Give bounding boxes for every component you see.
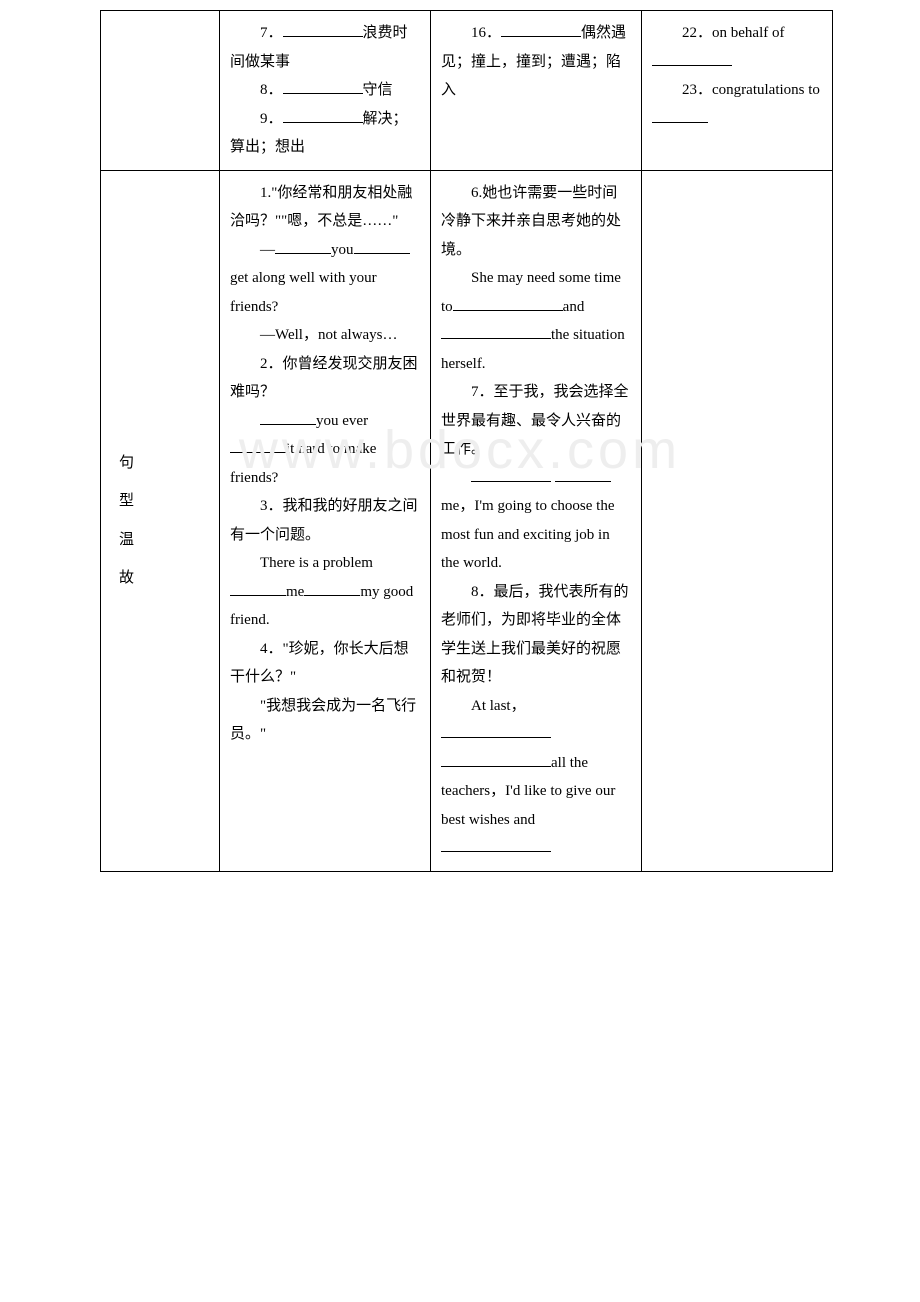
num: 16． xyxy=(471,25,501,41)
num: 7． xyxy=(260,25,283,41)
label-char: 故 xyxy=(119,564,209,593)
blank xyxy=(471,467,551,482)
num: 9． xyxy=(260,111,283,127)
sentence-2-en: you everit hard to make friends? xyxy=(230,407,420,493)
blank xyxy=(652,108,708,123)
label-char: 温 xyxy=(119,526,209,555)
blank xyxy=(283,108,363,123)
text: you ever xyxy=(316,413,368,429)
item-9: 9．解决；算出；想出 xyxy=(230,105,420,162)
sentence-7-en: me，I'm going to choose the most fun and … xyxy=(441,464,631,578)
sentence-4b-cn: "我想我会成为一名飞行员。" xyxy=(230,692,420,749)
row2-colC xyxy=(642,170,833,871)
blank xyxy=(230,439,286,454)
sentence-6-cn: 6.她也许需要一些时间冷静下来并亲自思考她的处境。 xyxy=(441,179,631,265)
blank xyxy=(441,325,551,340)
text: on behalf of xyxy=(712,25,784,41)
sentence-6-en: She may need some time toandthe situatio… xyxy=(441,264,631,378)
row2-label-cell: 句 型 温 故 xyxy=(101,170,220,871)
item-7: 7．浪费时间做某事 xyxy=(230,19,420,76)
text: congratulations to xyxy=(712,82,820,98)
blank xyxy=(555,467,611,482)
content-table: 7．浪费时间做某事 8． 守信 9．解决；算出；想出 16．偶然遇见；撞上，撞到；… xyxy=(100,10,833,872)
blank xyxy=(453,296,563,311)
document-page: www.bdocx.com 7．浪费时间做某事 8．守信 9．解决；算出；想出 … xyxy=(0,0,920,912)
blank xyxy=(652,51,732,66)
text: get along well with your friends? xyxy=(230,270,377,315)
item-23: 23．congratulations to xyxy=(652,76,822,133)
row1-colC: 22．on behalf of 23．congratulations to xyxy=(642,11,833,171)
num: 22． xyxy=(682,25,712,41)
blank xyxy=(275,239,331,254)
item-16: 16．偶然遇见；撞上，撞到；遭遇；陷入 xyxy=(441,19,631,105)
blank xyxy=(441,838,551,853)
row2-colA: 1."你经常和朋友相处融洽吗？""嗯，不总是……" — you get along… xyxy=(220,170,431,871)
sentence-8-en: At last， all the teachers，I'd like to gi… xyxy=(441,692,631,863)
sentence-3-en: There is a problemmemy good friend. xyxy=(230,549,420,635)
label-char: 句 xyxy=(119,449,209,478)
sentence-1-en: — you get along well with your friends? xyxy=(230,236,420,322)
blank xyxy=(283,23,363,38)
row2-colB: 6.她也许需要一些时间冷静下来并亲自思考她的处境。 She may need s… xyxy=(431,170,642,871)
num: 8． xyxy=(260,82,283,98)
sentence-3-cn: 3．我和我的好朋友之间有一个问题。 xyxy=(230,492,420,549)
text: — xyxy=(260,242,275,258)
text: you xyxy=(331,242,354,258)
blank xyxy=(283,80,363,95)
row1-colB: 16．偶然遇见；撞上，撞到；遭遇；陷入 xyxy=(431,11,642,171)
text: and xyxy=(563,299,585,315)
sentence-1-cn: 1."你经常和朋友相处融洽吗？""嗯，不总是……" xyxy=(230,179,420,236)
sentence-2-cn: 2．你曾经发现交朋友困难吗？ xyxy=(230,350,420,407)
sentence-4-cn: 4．"珍妮，你长大后想干什么？" xyxy=(230,635,420,692)
row1-label-cell xyxy=(101,11,220,171)
table-row: 句 型 温 故 1."你经常和朋友相处融洽吗？""嗯，不总是……" — you g… xyxy=(101,170,833,871)
text: There is a problem xyxy=(260,555,373,571)
sentence-1-en2: —Well，not always… xyxy=(230,321,420,350)
blank xyxy=(441,724,551,739)
text: me，I'm going to choose the most fun and … xyxy=(441,498,615,571)
table-row: 7．浪费时间做某事 8． 守信 9．解决；算出；想出 16．偶然遇见；撞上，撞到；… xyxy=(101,11,833,171)
num: 23． xyxy=(682,82,712,98)
text: At last， xyxy=(471,698,526,714)
blank xyxy=(441,752,551,767)
blank xyxy=(260,410,316,425)
blank xyxy=(354,239,410,254)
blank xyxy=(501,23,581,38)
text: me xyxy=(286,584,304,600)
label-char: 型 xyxy=(119,487,209,516)
blank xyxy=(230,581,286,596)
item-8: 8． 守信 xyxy=(230,76,420,105)
item-22: 22．on behalf of xyxy=(652,19,822,76)
sentence-7-cn: 7．至于我，我会选择全世界最有趣、最令人兴奋的工作。 xyxy=(441,378,631,464)
row1-colA: 7．浪费时间做某事 8． 守信 9．解决；算出；想出 xyxy=(220,11,431,171)
sentence-8-cn: 8．最后，我代表所有的老师们，为即将毕业的全体学生送上我们最美好的祝愿和祝贺！ xyxy=(441,578,631,692)
blank xyxy=(304,581,360,596)
text: 守信 xyxy=(363,82,393,98)
